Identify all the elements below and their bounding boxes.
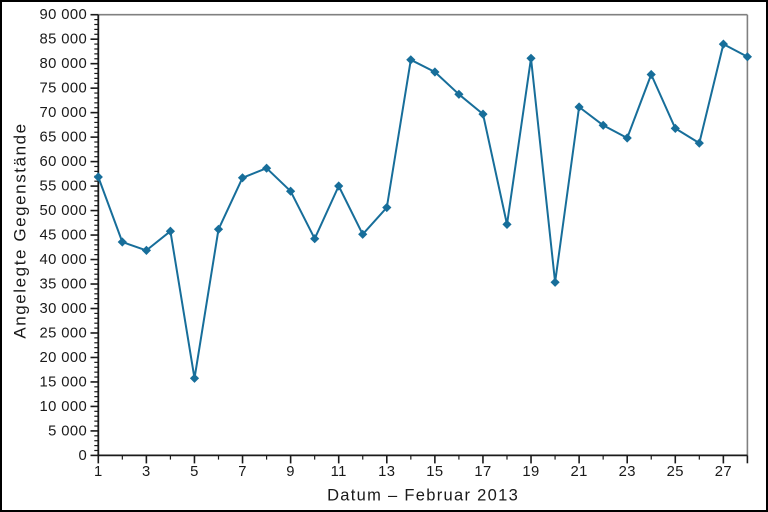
svg-text:30 000: 30 000 — [40, 301, 88, 317]
svg-text:70 000: 70 000 — [40, 105, 88, 121]
svg-text:21: 21 — [570, 464, 587, 480]
svg-text:10 000: 10 000 — [40, 399, 88, 415]
svg-text:65 000: 65 000 — [40, 130, 88, 146]
svg-text:1: 1 — [94, 464, 103, 480]
svg-text:0: 0 — [79, 448, 88, 464]
svg-text:19: 19 — [522, 464, 539, 480]
svg-text:11: 11 — [331, 464, 347, 480]
svg-text:15: 15 — [426, 464, 443, 480]
svg-text:25 000: 25 000 — [40, 325, 88, 341]
svg-text:25: 25 — [667, 464, 684, 480]
svg-text:27: 27 — [715, 464, 732, 480]
svg-text:5 000: 5 000 — [48, 423, 87, 439]
svg-text:Angelegte Gegenstände: Angelegte Gegenstände — [11, 122, 30, 338]
svg-text:23: 23 — [619, 464, 636, 480]
svg-text:60 000: 60 000 — [40, 154, 88, 170]
svg-text:35 000: 35 000 — [40, 277, 88, 293]
svg-text:45 000: 45 000 — [40, 228, 88, 244]
svg-text:85 000: 85 000 — [40, 32, 88, 48]
svg-text:13: 13 — [378, 464, 395, 480]
svg-text:20 000: 20 000 — [40, 350, 88, 366]
svg-text:5: 5 — [190, 464, 199, 480]
svg-text:40 000: 40 000 — [40, 252, 88, 268]
svg-text:3: 3 — [142, 464, 151, 480]
svg-text:55 000: 55 000 — [40, 179, 88, 195]
svg-text:17: 17 — [474, 464, 491, 480]
svg-text:80 000: 80 000 — [40, 56, 88, 72]
svg-text:15 000: 15 000 — [40, 374, 88, 390]
svg-text:9: 9 — [286, 464, 295, 480]
svg-text:Datum – Februar 2013: Datum – Februar 2013 — [327, 486, 519, 504]
svg-text:50 000: 50 000 — [40, 203, 88, 219]
svg-text:90 000: 90 000 — [40, 7, 88, 23]
svg-text:75 000: 75 000 — [40, 81, 88, 97]
svg-text:7: 7 — [238, 464, 247, 480]
